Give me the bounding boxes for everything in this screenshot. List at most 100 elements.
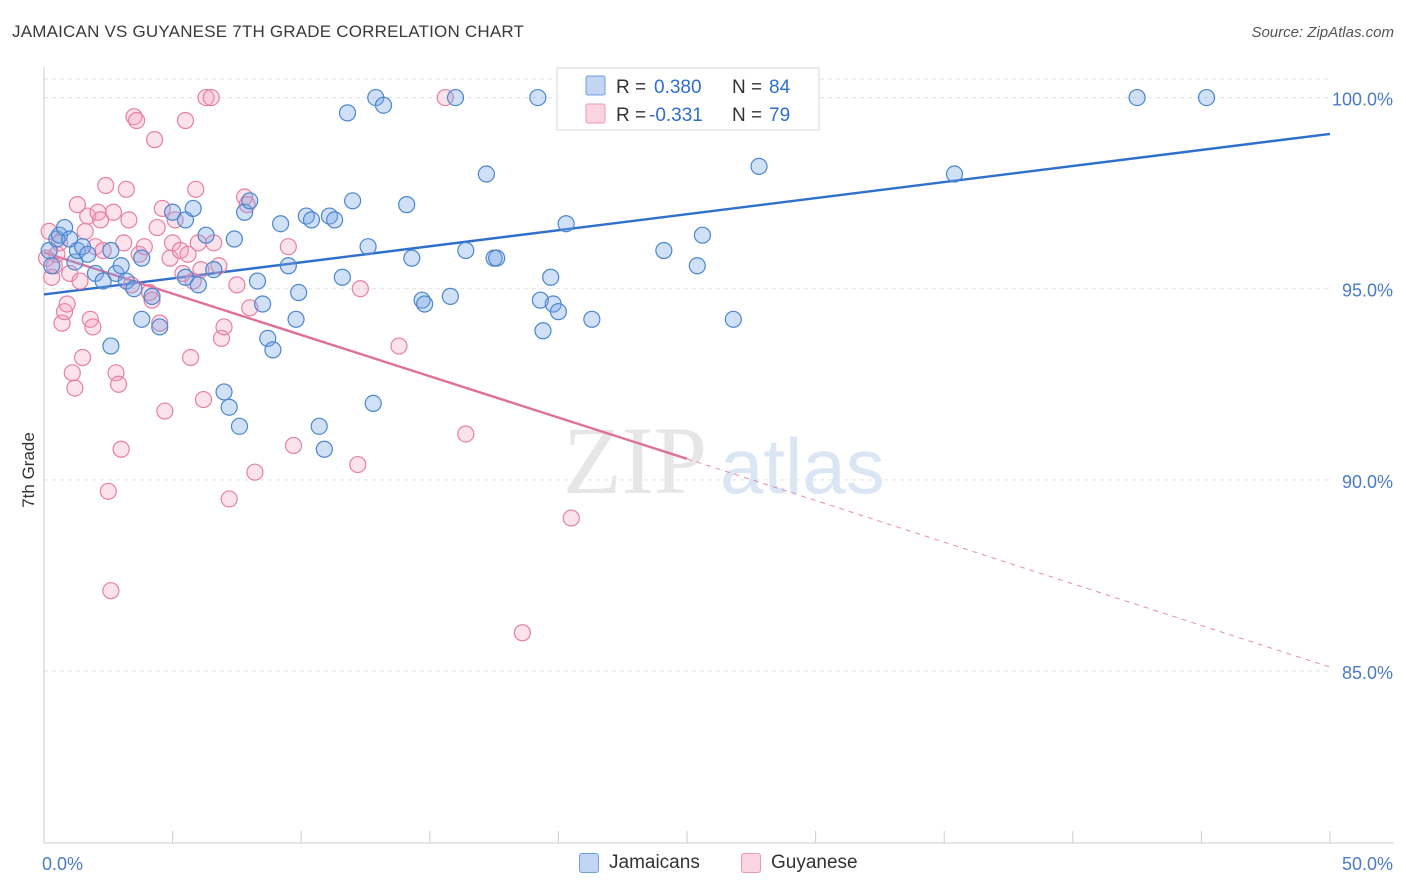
stats-n-value-guyanese: 79 — [769, 105, 790, 126]
stats-n-label-guyanese: N = — [732, 105, 762, 126]
legend-label-jamaicans: Jamaicans — [609, 852, 700, 873]
point-guyanese-64 — [220, 490, 238, 508]
legend-swatch-guyanese — [741, 853, 761, 873]
point-jamaicans-57 — [403, 249, 421, 267]
series-legend: Jamaicans Guyanese — [0, 852, 1406, 878]
point-guyanese-42 — [151, 314, 169, 332]
y-tick-label-3: 85.0% — [1342, 663, 1393, 683]
point-guyanese-58 — [197, 88, 215, 107]
point-guyanese-31 — [117, 180, 135, 198]
point-guyanese-21 — [91, 211, 110, 229]
point-jamaicans-76 — [693, 226, 712, 244]
point-jamaicans-24 — [184, 199, 202, 218]
point-guyanese-52 — [182, 348, 200, 367]
point-jamaicans-45 — [310, 417, 328, 435]
watermark: ZIP atlas — [563, 407, 885, 514]
point-guyanese-68 — [241, 299, 259, 317]
point-jamaicans-19 — [102, 337, 120, 355]
x-tick-label-1: 50.0% — [1342, 854, 1393, 874]
point-jamaicans-74 — [655, 241, 673, 260]
stats-n-label-jamaicans: N = — [732, 77, 762, 98]
point-jamaicans-27 — [176, 268, 195, 286]
point-guyanese-77 — [513, 624, 531, 642]
point-jamaicans-29 — [215, 383, 233, 401]
point-jamaicans-35 — [248, 272, 267, 290]
point-guyanese-76 — [457, 425, 475, 443]
point-jamaicans-81 — [945, 165, 964, 183]
point-guyanese-11 — [66, 379, 84, 397]
point-jamaicans-51 — [344, 192, 362, 210]
trend-line-guyanese-extension — [686, 458, 1331, 668]
point-jamaicans-40 — [279, 257, 297, 275]
trend-line-jamaicans — [43, 132, 1331, 296]
point-guyanese-54 — [187, 180, 205, 198]
point-guyanese-25 — [102, 582, 120, 600]
point-jamaicans-26 — [197, 226, 215, 244]
point-jamaicans-75 — [688, 257, 706, 275]
point-jamaicans-28 — [205, 261, 223, 279]
point-jamaicans-21 — [151, 318, 169, 336]
stats-legend-box — [556, 67, 820, 131]
point-jamaicans-60 — [441, 287, 459, 305]
stats-swatch-jamaicans — [585, 75, 606, 96]
point-jamaicans-68 — [534, 322, 552, 340]
point-jamaicans-67 — [531, 291, 549, 309]
point-jamaicans-14 — [112, 257, 130, 275]
point-guyanese-63 — [215, 318, 233, 336]
point-jamaicans-30 — [220, 398, 238, 416]
point-jamaicans-80 — [750, 157, 768, 175]
point-jamaicans-39 — [272, 215, 290, 233]
point-jamaicans-82 — [1128, 88, 1146, 107]
point-jamaicans-48 — [326, 211, 344, 229]
point-guyanese-73 — [351, 280, 369, 298]
point-guyanese-51 — [179, 245, 197, 263]
legend-label-guyanese: Guyanese — [771, 852, 858, 873]
point-guyanese-26 — [104, 203, 123, 221]
point-jamaicans-31 — [225, 230, 243, 248]
point-guyanese-10 — [63, 364, 81, 382]
point-guyanese-59 — [202, 88, 220, 107]
point-jamaicans-53 — [364, 394, 382, 412]
legend-item-jamaicans: Jamaicans — [579, 852, 700, 874]
point-jamaicans-32 — [230, 417, 249, 435]
point-jamaicans-16 — [125, 280, 143, 298]
point-jamaicans-83 — [1197, 88, 1216, 107]
point-guyanese-65 — [228, 276, 246, 294]
point-jamaicans-46 — [315, 440, 333, 458]
point-guyanese-14 — [73, 348, 92, 367]
point-guyanese-8 — [58, 295, 76, 313]
point-jamaicans-56 — [398, 196, 416, 214]
point-guyanese-28 — [109, 375, 128, 393]
point-jamaicans-62 — [457, 241, 475, 260]
point-guyanese-24 — [99, 482, 117, 500]
point-jamaicans-61 — [446, 88, 465, 107]
point-guyanese-44 — [156, 402, 174, 420]
stats-n-value-jamaicans: 84 — [769, 77, 791, 98]
trend-lines — [43, 132, 1331, 668]
point-guyanese-57 — [194, 390, 213, 409]
point-guyanese-43 — [153, 199, 171, 218]
chart-title: JAMAICAN VS GUYANESE 7TH GRADE CORRELATI… — [12, 22, 525, 41]
point-guyanese-23 — [97, 176, 115, 195]
point-jamaicans-72 — [557, 215, 575, 233]
data-points — [37, 77, 1216, 642]
point-jamaicans-44 — [302, 211, 321, 229]
point-guyanese-50 — [176, 111, 195, 130]
point-jamaicans-50 — [338, 104, 357, 122]
point-jamaicans-11 — [94, 272, 112, 290]
stats-r-value-jamaicans: 0.380 — [654, 77, 702, 98]
watermark-zip: ZIP — [563, 407, 707, 514]
point-jamaicans-65 — [488, 249, 506, 267]
point-guyanese-13 — [71, 272, 89, 290]
y-tick-label-2: 90.0% — [1342, 472, 1393, 492]
point-jamaicans-63 — [477, 165, 495, 183]
y-tick-label-0: 100.0% — [1332, 90, 1393, 110]
stats-swatch-guyanese — [585, 103, 606, 124]
point-jamaicans-66 — [529, 88, 547, 107]
point-jamaicans-34 — [241, 192, 259, 210]
stats-r-value-guyanese: -0.331 — [649, 105, 703, 126]
point-guyanese-39 — [143, 291, 161, 309]
point-guyanese-74 — [390, 337, 408, 355]
tick-labels: 100.0% 95.0% 90.0% 85.0% 0.0% 50.0% — [42, 90, 1393, 874]
